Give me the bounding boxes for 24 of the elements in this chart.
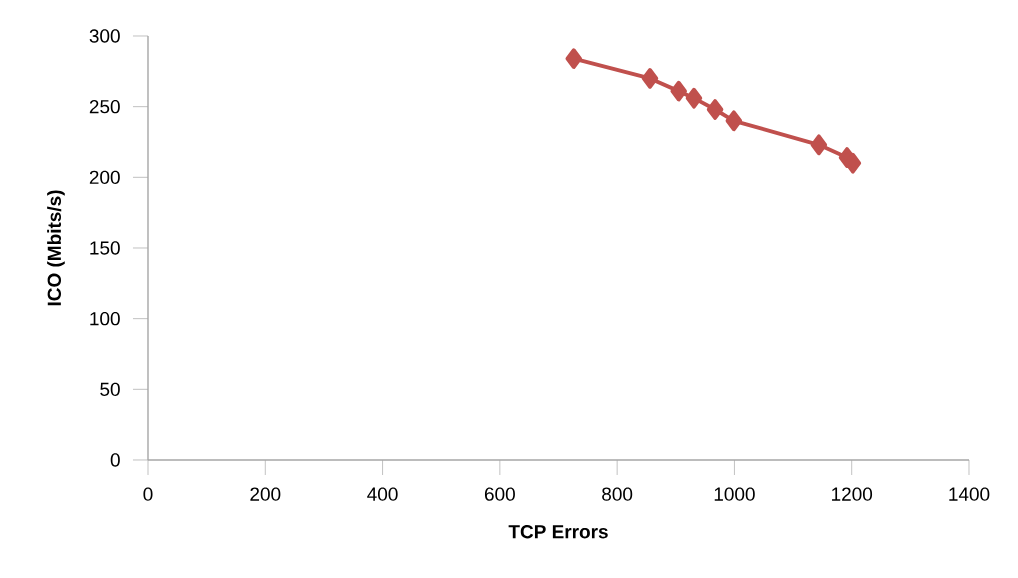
- x-tick-label: 1000: [714, 487, 755, 501]
- x-axis-title: TCP Errors: [508, 524, 608, 539]
- x-tick-label: 400: [367, 487, 398, 501]
- point: [725, 110, 743, 132]
- point: [641, 68, 659, 89]
- y-tick-label: 0: [110, 453, 120, 467]
- point: [565, 48, 583, 69]
- y-tick-label: 300: [89, 29, 120, 43]
- y-tick-label: 250: [89, 99, 120, 114]
- x-tick-label: 0: [143, 487, 153, 501]
- x-tick-label: 800: [602, 487, 633, 501]
- x-tick-label: 200: [250, 487, 281, 501]
- y-tick-label: 100: [90, 311, 120, 326]
- point: [810, 134, 828, 156]
- x-tick-label: 1400: [949, 487, 990, 501]
- point: [706, 99, 724, 120]
- y-axis-title: ICO (Mbits/s): [47, 190, 65, 306]
- y-tick-label: 200: [89, 170, 120, 185]
- x-tick-label: 1200: [832, 487, 873, 501]
- point: [685, 87, 703, 109]
- y-tick-label: 150: [90, 241, 120, 255]
- y-tick-label: 50: [100, 382, 120, 397]
- x-tick-label: 600: [484, 487, 515, 501]
- point: [670, 80, 687, 102]
